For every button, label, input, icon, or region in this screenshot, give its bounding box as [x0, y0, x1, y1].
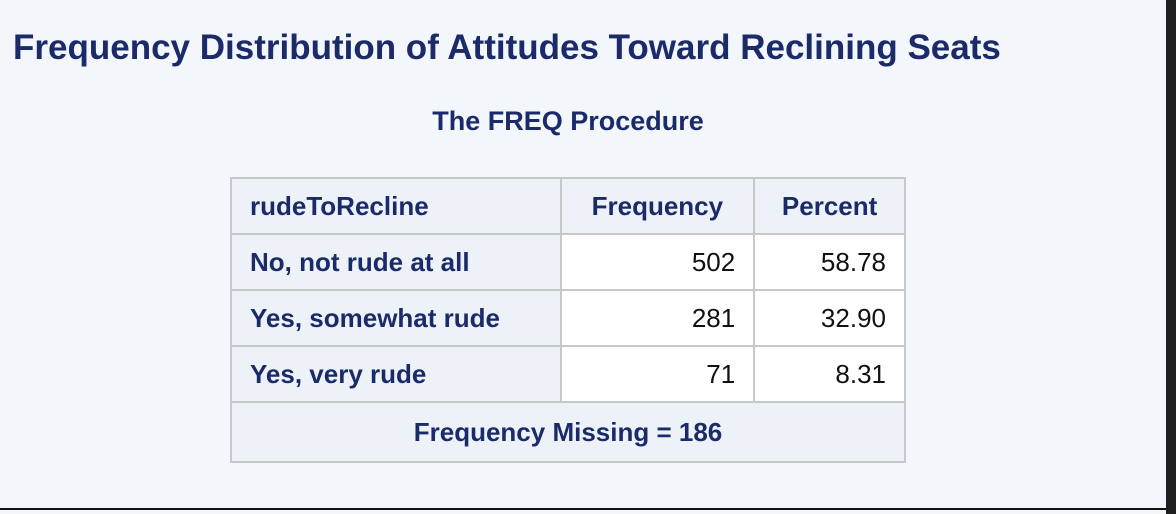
- table-body: No, not rude at all 502 58.78 Yes, somew…: [230, 233, 906, 463]
- column-header-variable: rudeToRecline: [230, 177, 562, 235]
- table-row: Yes, somewhat rude 281 32.90: [230, 289, 906, 347]
- column-header-frequency: Frequency: [559, 177, 756, 235]
- percent-cell: 8.31: [753, 345, 906, 403]
- missing-frequency-note: Frequency Missing = 186: [230, 401, 906, 463]
- percent-cell: 58.78: [753, 233, 906, 291]
- missing-row: Frequency Missing = 186: [230, 401, 906, 463]
- procedure-title: The FREQ Procedure: [432, 106, 704, 136]
- frequency-cell: 502: [559, 233, 756, 291]
- table-row: No, not rude at all 502 58.78: [230, 233, 906, 291]
- right-window-edge: [1166, 0, 1176, 514]
- frequency-cell: 71: [559, 345, 756, 403]
- frequency-cell: 281: [559, 289, 756, 347]
- page-title: Frequency Distribution of Attitudes Towa…: [13, 28, 1001, 67]
- row-label: Yes, very rude: [230, 345, 562, 403]
- column-header-percent: Percent: [753, 177, 906, 235]
- row-label: Yes, somewhat rude: [230, 289, 562, 347]
- percent-cell: 32.90: [753, 289, 906, 347]
- table-header: rudeToRecline Frequency Percent: [230, 177, 906, 235]
- frequency-table: rudeToRecline Frequency Percent No, not …: [230, 177, 906, 463]
- row-label: No, not rude at all: [230, 233, 562, 291]
- table-row: Yes, very rude 71 8.31: [230, 345, 906, 403]
- table-header-row: rudeToRecline Frequency Percent: [230, 177, 906, 235]
